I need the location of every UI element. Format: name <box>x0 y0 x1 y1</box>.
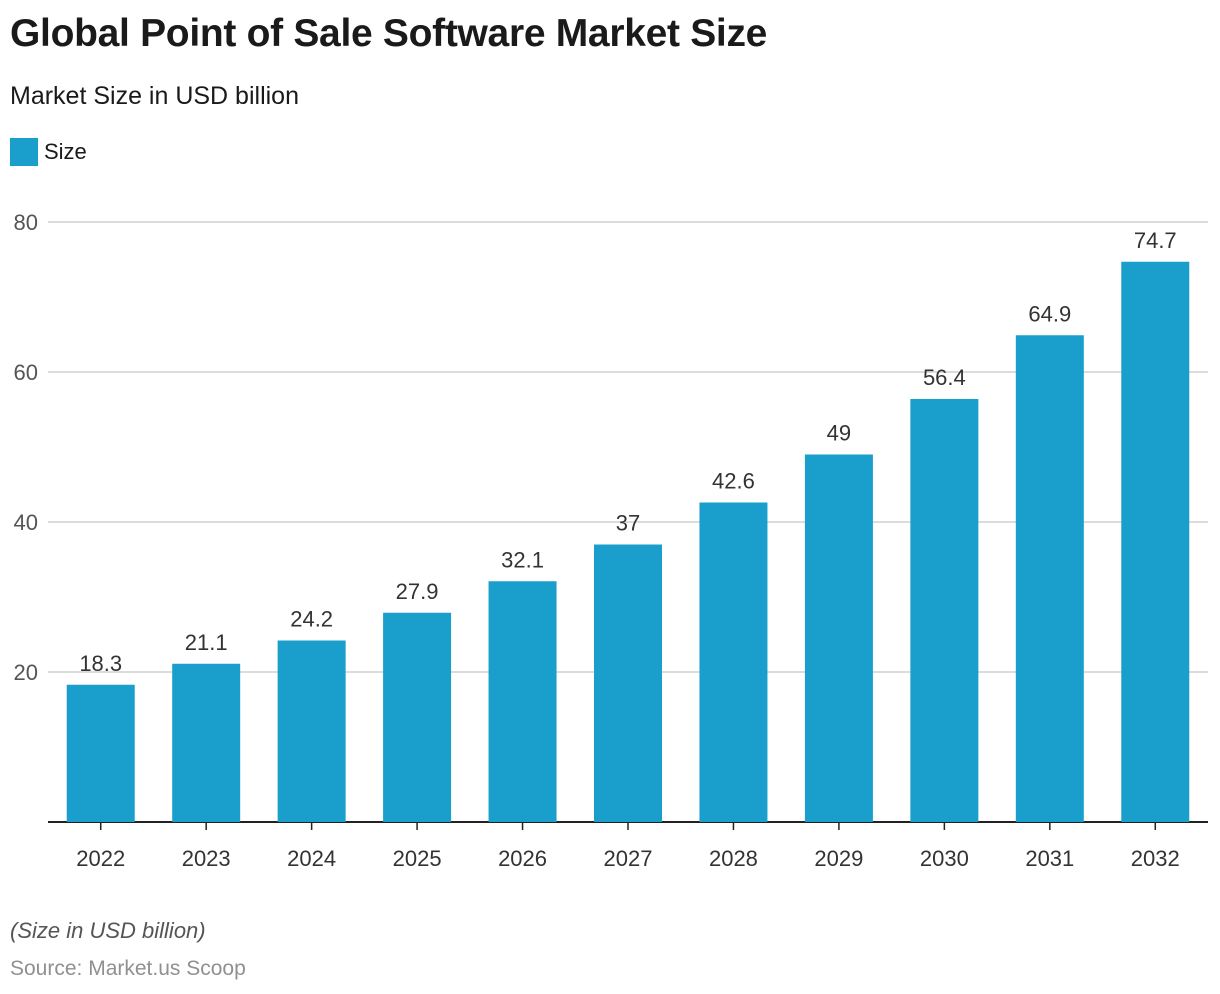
x-tick-label-2031: 2031 <box>1025 846 1074 871</box>
data-label-2029: 49 <box>827 421 851 446</box>
x-axis-ticks: 2022 2023 2024 2025 2026 2027 2028 2029 2030 2031… <box>76 822 1180 871</box>
x-tick-label-2022: 2022 <box>76 846 125 871</box>
bars <box>66 261 1190 822</box>
data-label-2024: 24.2 <box>290 607 333 632</box>
data-label-2030: 56.4 <box>923 365 966 390</box>
bar-2025 <box>383 612 452 822</box>
x-tick-label-2028: 2028 <box>709 846 758 871</box>
x-tick-label-2027: 2027 <box>604 846 653 871</box>
y-tick-label: 20 <box>14 660 38 685</box>
data-label-2025: 27.9 <box>396 579 439 604</box>
bar-chart: 20 40 60 80 18.3 21.1 24.2 27.9 32.1 37 42.6 49 56.… <box>14 210 1208 871</box>
bar-2028 <box>699 502 768 822</box>
bar-2029 <box>804 454 873 822</box>
chart-title: Global Point of Sale Software Market Siz… <box>10 12 768 55</box>
data-label-2023: 21.1 <box>185 630 228 655</box>
x-tick-label-2030: 2030 <box>920 846 969 871</box>
bar-2030 <box>910 399 979 822</box>
chart-note: (Size in USD billion) <box>10 918 206 943</box>
y-axis-ticks: 20 40 60 80 <box>14 210 38 685</box>
data-label-2026: 32.1 <box>501 547 544 572</box>
data-label-2032: 74.7 <box>1134 228 1177 253</box>
legend-label: Size <box>44 139 87 164</box>
x-tick-label-2032: 2032 <box>1131 846 1180 871</box>
legend-swatch <box>10 138 38 166</box>
bar-2031 <box>1015 335 1084 822</box>
x-tick-label-2024: 2024 <box>287 846 336 871</box>
x-tick-label-2023: 2023 <box>182 846 231 871</box>
y-tick-label: 40 <box>14 510 38 535</box>
data-label-2028: 42.6 <box>712 469 755 494</box>
bar-2024 <box>277 640 346 822</box>
data-label-2031: 64.9 <box>1028 301 1071 326</box>
bar-2026 <box>488 581 557 822</box>
bar-2032 <box>1121 261 1190 822</box>
chart-source: Source: Market.us Scoop <box>10 957 246 980</box>
y-tick-label: 80 <box>14 210 38 235</box>
y-tick-label: 60 <box>14 360 38 385</box>
x-tick-label-2029: 2029 <box>814 846 863 871</box>
data-label-2022: 18.3 <box>79 651 122 676</box>
x-tick-label-2025: 2025 <box>393 846 442 871</box>
data-label-2027: 37 <box>616 511 640 536</box>
chart-subtitle: Market Size in USD billion <box>10 82 299 110</box>
data-labels: 18.3 21.1 24.2 27.9 32.1 37 42.6 49 56.4 64.9 74.7 <box>79 228 1176 676</box>
bar-2023 <box>172 663 241 822</box>
bar-2022 <box>66 684 135 822</box>
x-tick-label-2026: 2026 <box>498 846 547 871</box>
bar-2027 <box>594 544 662 822</box>
legend: Size <box>10 138 87 166</box>
